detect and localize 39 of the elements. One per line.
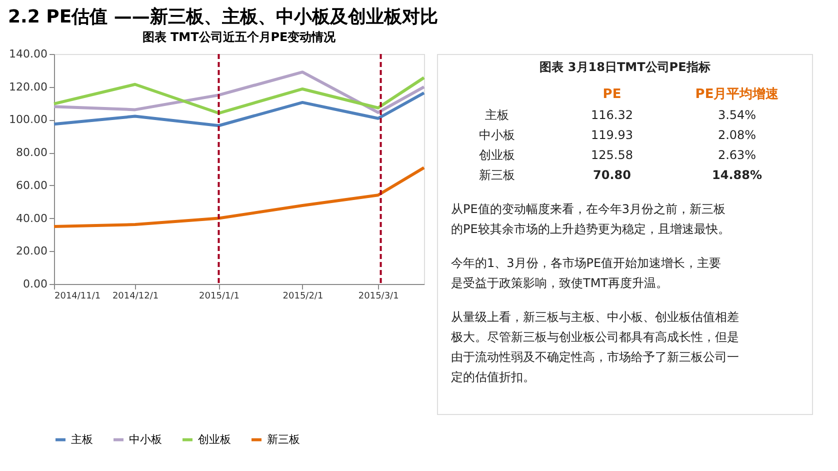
y-tick-label: 60.00 xyxy=(16,178,48,192)
y-tick-label: 20.00 xyxy=(16,244,48,258)
text: 116.32 xyxy=(591,108,633,122)
legend-label: 创业板 xyxy=(198,432,231,446)
text: 2.08% xyxy=(718,128,756,142)
y-tick-label: 40.00 xyxy=(16,212,48,225)
text: 125.58 xyxy=(591,148,633,162)
x-tick-label: 2014/11/1 xyxy=(54,292,101,302)
line-series xyxy=(52,91,426,128)
text: 2.63% xyxy=(718,148,756,162)
y-tick-label: 140.00 xyxy=(9,48,48,60)
y-tick-label: 0.00 xyxy=(23,278,48,290)
text: 从PE值的变动幅度来看，在今年3月份之前，新三板的PE较其余市场的上升趋势更为稳定，且增速最快。 xyxy=(451,202,730,236)
text: 主板 xyxy=(485,108,509,122)
legend-label: 中小板 xyxy=(129,432,162,446)
x-tick-label: 2015/2/1 xyxy=(282,292,324,302)
y-tick-label: 120.00 xyxy=(9,80,48,94)
x-tick-label: 2015/3/1 xyxy=(358,292,399,302)
text: 今年的1、3月份，各市场PE值开始加速增长，主要是受益于政策影响，致使TMT再度升温。 xyxy=(451,256,722,290)
text: 3.54% xyxy=(718,108,756,122)
chart-subtitle: 图表 TMT公司近五个月PE变动情况 xyxy=(142,30,337,44)
x-tick-label: 2015/1/1 xyxy=(199,292,240,302)
text: 新三板 xyxy=(479,168,515,182)
text: PE xyxy=(602,87,622,102)
text: 从量级上看，新三板与主板、中小板、创业板估值相差极大。尽管新三板与创业板公司都具有高成长性，但是由于流动性弱及不确定性高，市场给予了新三板公司一定的估值折扣。 xyxy=(450,310,739,384)
text: 中小板 xyxy=(479,128,515,142)
legend-label: 主板 xyxy=(71,432,93,446)
legend-label: 新三板 xyxy=(267,432,300,446)
y-tick-label: 80.00 xyxy=(16,146,48,160)
text: 图表 3月18日TMT公司PE指标 xyxy=(540,60,710,74)
text: 14.88% xyxy=(712,168,762,182)
line-series xyxy=(52,166,426,228)
text: PE月平均增速 xyxy=(695,87,780,102)
chart-title: 2.2 PE估值 ——新三板、主板、中小板及创业板对比 xyxy=(8,6,438,28)
text: 119.93 xyxy=(591,128,633,142)
text: 创业板 xyxy=(479,148,515,162)
x-tick-label: 2014/12/1 xyxy=(112,292,159,302)
y-tick-label: 100.00 xyxy=(9,113,48,126)
text: 70.80 xyxy=(593,168,631,182)
